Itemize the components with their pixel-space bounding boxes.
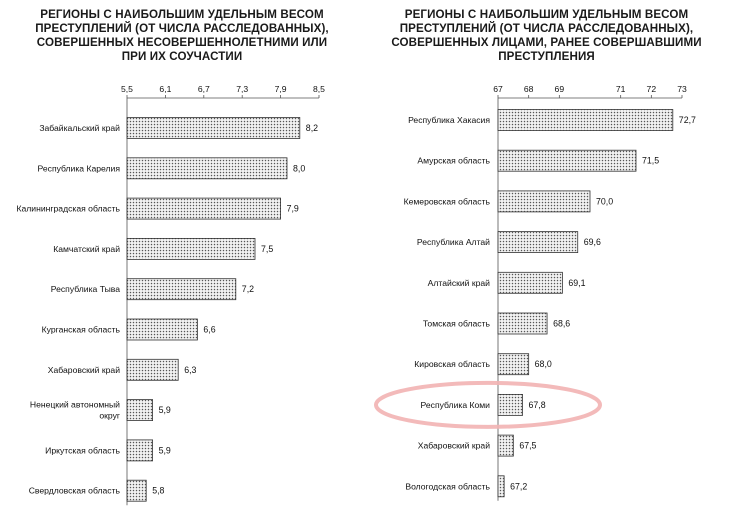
data-label: 67,8 [529,400,546,410]
x-tick-label: 72 [647,84,657,94]
category-label: Камчатский край [53,244,120,254]
category-label: Вологодская область [405,481,490,491]
category-label: Свердловская область [29,486,121,496]
highlight-ellipse [374,380,602,429]
data-label: 71,5 [642,156,659,166]
bar [126,117,301,139]
bar [497,312,548,335]
category-label: Калининградская область [17,204,121,214]
data-label: 5,8 [152,486,164,496]
chart-right: РЕГИОНЫ С НАИБОЛЬШИМ УДЕЛЬНЫМ ВЕСОМ ПРЕС… [364,0,729,519]
bar [126,318,198,341]
data-label: 70,0 [596,196,613,206]
category-label: Алтайский край [428,278,491,288]
title-line: РЕГИОНЫ С НАИБОЛЬШИМ УДЕЛЬНЫМ ВЕСОМ [404,8,689,21]
category-label: Хабаровский край [418,441,490,451]
bar [497,190,591,213]
title-line: СОВЕРШЕННЫХ НЕСОВЕРШЕННОЛЕТНИМИ ИЛИ [36,36,328,49]
category-label: Кемеровская область [404,196,491,206]
bar [497,231,579,254]
data-label: 69,6 [584,237,601,247]
x-tick-label: 5,5 [121,84,133,94]
bar [126,197,282,220]
bar [497,149,637,172]
bar [497,353,530,376]
x-tick-label: 68 [524,84,534,94]
bar [126,278,237,301]
data-label: 68,6 [553,319,570,329]
title-line: ПРЕСТУПЛЕНИЙ (ОТ ЧИСЛА РАССЛЕДОВАННЫХ), [399,22,694,35]
title-line: ПРИ ИХ СОУЧАСТИИ [121,50,243,63]
bar [497,475,505,498]
x-tick-label: 71 [616,84,626,94]
x-tick-label: 73 [677,84,687,94]
data-label: 5,9 [159,405,171,415]
x-tick-label: 7,3 [236,84,248,94]
category-label: Республика Алтай [417,237,490,247]
title-line: СОВЕРШЕННЫХ ЛИЦАМИ, РАНЕЕ СОВЕРШАВШИМИ [391,36,702,49]
bar [126,157,288,180]
title-line: РЕГИОНЫ С НАИБОЛЬШИМ УДЕЛЬНЫМ ВЕСОМ [40,8,324,21]
category-label: Ненецкий автономный округ [30,400,120,421]
x-tick-label: 67 [493,84,503,94]
category-label: Томская область [423,319,491,329]
data-label: 7,2 [242,284,254,294]
category-label: Курганская область [42,325,121,335]
data-label: 8,2 [306,123,318,133]
data-label: 6,3 [184,365,196,375]
category-label: Кировская область [414,359,490,369]
bar [126,479,147,502]
x-tick-label: 6,1 [159,84,171,94]
data-label: 69,1 [568,278,585,288]
category-label: Республика Коми [421,400,491,410]
x-tick-label: 69 [555,84,565,94]
chart-title: РЕГИОНЫ С НАИБОЛЬШИМ УДЕЛЬНЫМ ВЕСОМ ПРЕС… [0,8,364,64]
data-label: 5,9 [159,445,171,455]
bar-chart-svg: 67 68 69 71 72 73 72,7 Республика Хакасия 71,5 Ам… [374,84,696,501]
data-label: 68,0 [535,359,552,369]
category-label: Амурская область [417,156,490,166]
chart-title: РЕГИОНЫ С НАИБОЛЬШИМ УДЕЛЬНЫМ ВЕСОМ ПРЕС… [364,8,729,64]
data-label: 7,9 [287,204,299,214]
category-label: Иркутская область [45,445,120,455]
x-tick-label: 6,7 [198,84,210,94]
title-line: ПРЕСТУПЛЕНИЯ [498,50,595,63]
bar [126,237,256,260]
data-label: 7,5 [261,244,273,254]
bar [497,434,514,457]
bar [126,399,154,422]
data-label: 8,0 [293,163,305,173]
bar [126,358,179,381]
x-tick-label: 8,5 [313,84,325,94]
x-tick-label: 7,9 [275,84,287,94]
data-label: 6,6 [203,325,215,335]
data-label: 67,2 [510,481,527,491]
bar [126,439,154,462]
category-label: Республика Тыва [51,284,120,294]
bar [497,109,674,131]
category-label: Забайкальский край [39,123,120,133]
data-label: 72,7 [679,115,696,125]
bar [497,393,523,416]
bar [497,271,563,294]
chart-left: РЕГИОНЫ С НАИБОЛЬШИМ УДЕЛЬНЫМ ВЕСОМ ПРЕС… [0,0,364,519]
category-label: Хабаровский край [48,365,120,375]
title-line: ПРЕСТУПЛЕНИЙ (ОТ ЧИСЛА РАССЛЕДОВАННЫХ), [35,22,329,35]
data-label: 67,5 [519,441,536,451]
category-label: Республика Карелия [38,163,121,173]
bar-chart-svg: 5,5 6,1 6,7 7,3 7,9 8,5 8,2 Забайкальский край 8… [17,84,325,506]
category-label: Республика Хакасия [408,115,490,125]
